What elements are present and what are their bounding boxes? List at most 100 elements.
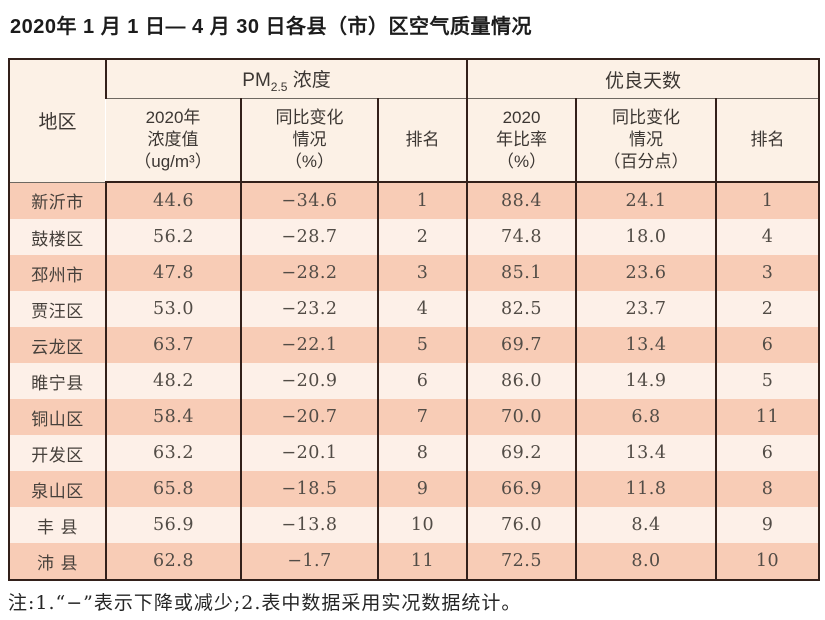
table-row: 沛 县 62.8 −1.7 11 72.5 8.0 10 [9,543,820,580]
header-good-days-group: 优良天数 [466,59,820,99]
header-region: 地区 [9,59,106,183]
pm-value-cell: 56.2 [105,219,241,255]
pm-change-cell: −28.2 [240,255,378,291]
good-ratio-cell: 85.1 [466,255,577,291]
good-ratio-cell: 86.0 [466,363,577,399]
good-rank-cell: 8 [715,471,820,507]
good-change-cell: 6.8 [575,399,717,435]
good-change-cell: 14.9 [575,363,717,399]
pm-rank-cell: 1 [376,182,468,219]
region-cell: 睢宁县 [9,363,106,399]
header-pm-change: 同比变化 情况 （%） [240,98,378,183]
pm-rank-cell: 4 [376,291,468,327]
pm-value-cell: 63.2 [105,435,241,471]
table-row: 云龙区 63.7 −22.1 5 69.7 13.4 6 [9,327,820,363]
pm-change-cell: −34.6 [240,182,378,219]
table-row: 邳州市 47.8 −28.2 3 85.1 23.6 3 [9,255,820,291]
good-rank-cell: 4 [715,219,820,255]
pm-change-cell: −20.9 [240,363,378,399]
table-header: 地区 PM2.5 浓度 优良天数 2020年 浓度值 （ug/m³） 同比变化 … [9,59,820,183]
pm-value-cell: 48.2 [105,363,241,399]
region-cell: 丰 县 [9,507,106,543]
table-body: 新沂市 44.6 −34.6 1 88.4 24.1 1 鼓楼区 56.2 −2… [9,182,820,580]
pm-rank-cell: 5 [376,327,468,363]
pm-change-cell: −23.2 [240,291,378,327]
region-cell: 新沂市 [9,182,106,219]
pm25-label-suffix: 浓度 [287,69,331,91]
pm-change-cell: −20.1 [240,435,378,471]
good-change-cell: 11.8 [575,471,717,507]
pm-value-cell: 65.8 [105,471,241,507]
header-good-ratio: 2020 年比率 （%） [466,98,577,183]
air-quality-table: 地区 PM2.5 浓度 优良天数 2020年 浓度值 （ug/m³） 同比变化 … [8,58,821,581]
good-rank-cell: 6 [715,435,820,471]
pm-change-cell: −28.7 [240,219,378,255]
good-rank-cell: 5 [715,363,820,399]
pm25-label-prefix: PM [242,69,271,91]
region-cell: 铜山区 [9,399,106,435]
good-ratio-cell: 76.0 [466,507,577,543]
pm-change-cell: −1.7 [240,543,378,580]
good-change-cell: 24.1 [575,182,717,219]
table-row: 开发区 63.2 −20.1 8 69.2 13.4 6 [9,435,820,471]
header-group-row: 地区 PM2.5 浓度 优良天数 [9,59,820,183]
header-pm-value: 2020年 浓度值 （ug/m³） [106,98,241,183]
pm-change-cell: −18.5 [240,471,378,507]
region-cell: 沛 县 [9,543,106,580]
good-change-cell: 13.4 [575,327,717,363]
header-pm-rank: 排名 [376,98,468,183]
region-cell: 鼓楼区 [9,219,106,255]
page-title: 2020年 1 月 1 日— 4 月 30 日各县（市）区空气质量情况 [10,16,533,38]
header-sub-row: 2020年 浓度值 （ug/m³） 同比变化 情况 （%） 排名 2020 年比… [9,98,820,183]
good-ratio-cell: 69.7 [466,327,577,363]
footnote: 注:1.“−”表示下降或减少;2.表中数据采用实况数据统计。 [8,592,522,614]
table-row: 贾汪区 53.0 −23.2 4 82.5 23.7 2 [9,291,820,327]
header-good-rank: 排名 [715,98,820,183]
table-row: 新沂市 44.6 −34.6 1 88.4 24.1 1 [9,182,820,219]
table-row: 睢宁县 48.2 −20.9 6 86.0 14.9 5 [9,363,820,399]
good-ratio-cell: 82.5 [466,291,577,327]
region-cell: 贾汪区 [9,291,106,327]
good-change-cell: 23.6 [575,255,717,291]
pm-value-cell: 44.6 [105,182,241,219]
table-row: 丰 县 56.9 −13.8 10 76.0 8.4 9 [9,507,820,543]
good-rank-cell: 1 [715,182,820,219]
good-rank-cell: 9 [715,507,820,543]
pm-value-cell: 58.4 [105,399,241,435]
good-rank-cell: 2 [715,291,820,327]
table-row: 泉山区 65.8 −18.5 9 66.9 11.8 8 [9,471,820,507]
table-row: 鼓楼区 56.2 −28.7 2 74.8 18.0 4 [9,219,820,255]
good-change-cell: 13.4 [575,435,717,471]
good-ratio-cell: 66.9 [466,471,577,507]
pm-value-cell: 62.8 [105,543,241,580]
header-pm25-group: PM2.5 浓度 [104,59,468,99]
pm-rank-cell: 7 [376,399,468,435]
region-cell: 泉山区 [9,471,106,507]
region-cell: 邳州市 [9,255,106,291]
pm-value-cell: 56.9 [105,507,241,543]
good-rank-cell: 3 [715,255,820,291]
pm-rank-cell: 8 [376,435,468,471]
pm-rank-cell: 2 [376,219,468,255]
pm-rank-cell: 3 [376,255,468,291]
good-ratio-cell: 69.2 [466,435,577,471]
pm-value-cell: 53.0 [105,291,241,327]
pm25-label-subscript: 2.5 [270,79,288,94]
region-cell: 云龙区 [9,327,106,363]
pm-value-cell: 63.7 [105,327,241,363]
pm-rank-cell: 6 [376,363,468,399]
good-change-cell: 8.4 [575,507,717,543]
good-ratio-cell: 74.8 [466,219,577,255]
pm-change-cell: −20.7 [240,399,378,435]
pm-change-cell: −13.8 [240,507,378,543]
good-ratio-cell: 72.5 [466,543,577,580]
pm-change-cell: −22.1 [240,327,378,363]
good-rank-cell: 10 [715,543,820,580]
header-good-change: 同比变化 情况 （百分点） [575,98,717,183]
good-ratio-cell: 70.0 [466,399,577,435]
pm-rank-cell: 11 [376,543,468,580]
table-row: 铜山区 58.4 −20.7 7 70.0 6.8 11 [9,399,820,435]
pm-rank-cell: 10 [376,507,468,543]
good-change-cell: 18.0 [575,219,717,255]
